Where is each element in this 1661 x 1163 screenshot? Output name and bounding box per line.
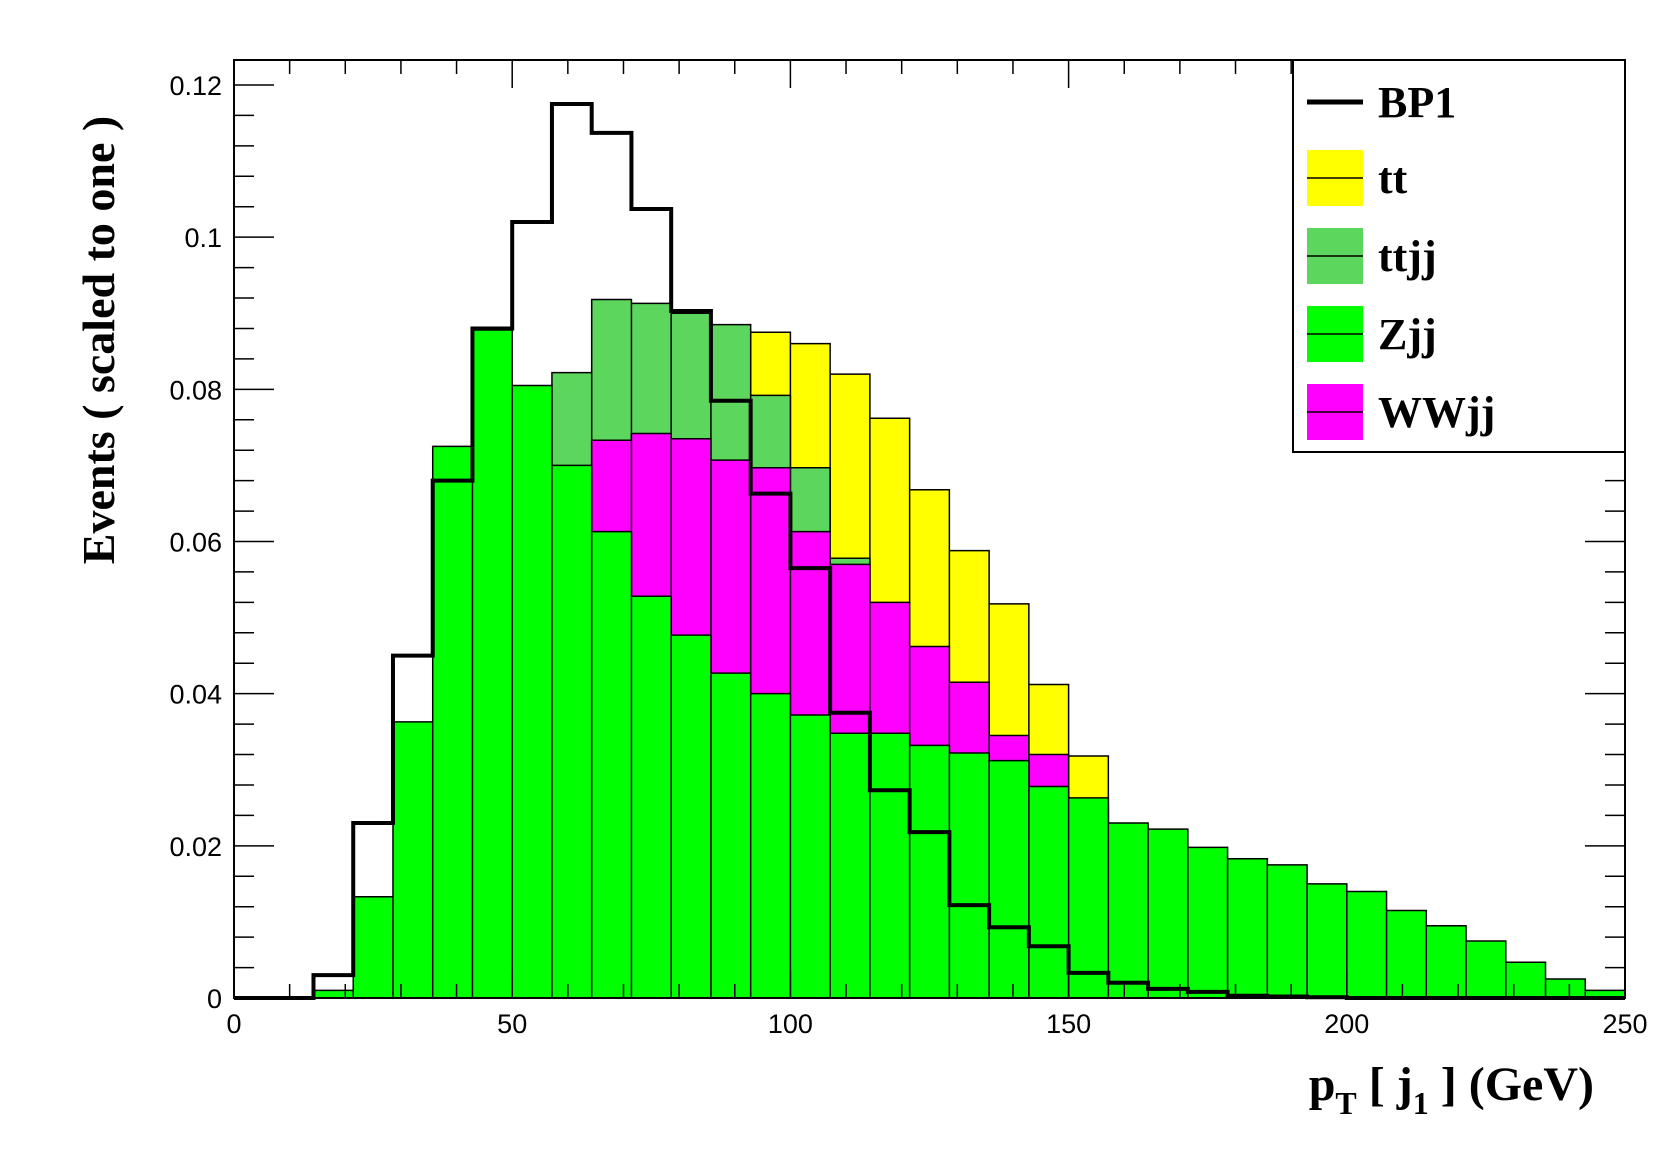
- x-axis-title-mid: [ j: [1357, 1058, 1413, 1111]
- legend-entry-ttjj: ttjj: [1307, 228, 1437, 284]
- x-tick-label: 100: [768, 1009, 813, 1039]
- series-zjj: [312, 329, 1626, 999]
- bar-zjj: [1307, 883, 1347, 998]
- x-tick-label: 150: [1046, 1009, 1091, 1039]
- bar-zjj: [1505, 962, 1546, 998]
- bar-zjj: [710, 673, 751, 998]
- bar-zjj: [551, 465, 592, 999]
- legend-label: tt: [1378, 154, 1408, 203]
- bar-zjj: [1267, 864, 1308, 998]
- legend-entries: BP1 tt ttjj Zjj WWjj: [1307, 78, 1495, 440]
- bar-zjj: [392, 721, 433, 998]
- bar-zjj: [1426, 925, 1467, 998]
- bar-zjj: [1346, 891, 1387, 998]
- bar-zjj: [512, 385, 552, 998]
- y-tick-label: 0.04: [169, 680, 222, 710]
- bar-zjj: [1585, 990, 1626, 998]
- bar-zjj: [949, 753, 990, 998]
- x-axis-title-sub: T: [1335, 1085, 1356, 1121]
- bar-zjj: [790, 714, 831, 998]
- x-tick-label: 250: [1602, 1009, 1647, 1039]
- y-tick-label: 0.08: [169, 375, 222, 405]
- x-axis-title-sub2: 1: [1413, 1085, 1429, 1121]
- bar-zjj: [313, 990, 354, 998]
- bar-zjj: [830, 733, 870, 998]
- x-axis-title: pT [ j1 ] (GeV): [1309, 1058, 1594, 1121]
- legend-entry-wwjj: WWjj: [1307, 384, 1495, 440]
- outline-wwjj: [590, 432, 1110, 998]
- tick-labels: 0 50 100 150 200 250 0 0.02 0.04 0.06 0.08 0.1 0.12: [169, 71, 1647, 1039]
- y-tick-label: 0.02: [169, 832, 222, 862]
- legend-entry-zjj: Zjj: [1307, 306, 1437, 362]
- x-tick-label: 200: [1324, 1009, 1369, 1039]
- bar-zjj: [472, 329, 513, 998]
- y-tick-label: 0.12: [169, 71, 222, 101]
- bar-zjj: [909, 745, 950, 998]
- bar-zjj: [591, 531, 632, 998]
- bar-zjj: [1466, 940, 1506, 998]
- outline-tt: [749, 331, 1110, 998]
- bar-zjj: [989, 760, 1029, 998]
- histogram-layer: [234, 102, 1626, 1000]
- legend-label: Zjj: [1378, 310, 1437, 359]
- x-axis-title-p: p: [1309, 1058, 1336, 1111]
- legend: BP1 tt ttjj Zjj WWjj: [1292, 59, 1626, 453]
- bar-zjj: [1148, 829, 1188, 998]
- x-tick-label: 0: [226, 1009, 241, 1039]
- x-tick-label: 50: [497, 1009, 527, 1039]
- bar-zjj: [869, 733, 910, 998]
- bar-zjj: [432, 446, 473, 998]
- outline-zjj: [312, 329, 1626, 998]
- bar-zjj: [1545, 978, 1586, 998]
- legend-label: WWjj: [1378, 388, 1495, 437]
- legend-entry-tt: tt: [1307, 150, 1408, 206]
- legend-entry-bp1: BP1: [1307, 78, 1456, 127]
- bar-zjj: [1227, 858, 1268, 998]
- y-tick-label: 0: [207, 984, 222, 1014]
- bar-zjj: [750, 693, 791, 998]
- bar-zjj: [631, 596, 672, 998]
- y-tick-label: 0.06: [169, 528, 222, 558]
- legend-label: BP1: [1378, 78, 1456, 127]
- bar-zjj: [1068, 797, 1109, 998]
- bar-zjj: [671, 635, 711, 998]
- y-axis-title: Events ( scaled to one ): [73, 116, 124, 564]
- legend-label: ttjj: [1378, 232, 1437, 281]
- bar-zjj: [353, 896, 393, 998]
- bar-zjj: [1187, 847, 1228, 998]
- line-bp1: [234, 102, 1626, 1000]
- x-axis-title-tail: ] (GeV): [1429, 1058, 1594, 1111]
- series-bp1: [234, 102, 1626, 1000]
- bar-zjj: [1386, 910, 1427, 998]
- bar-zjj: [1108, 823, 1149, 998]
- plot-frame: [233, 59, 1626, 999]
- y-tick-label: 0.1: [184, 223, 222, 253]
- bar-zjj: [1028, 786, 1069, 998]
